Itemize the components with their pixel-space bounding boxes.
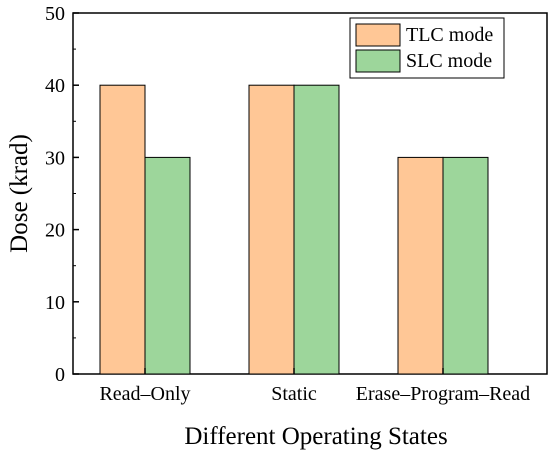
y-tick-label: 30: [45, 147, 65, 169]
bar-slc-0: [144, 156, 191, 375]
legend-swatch-slc: [355, 49, 401, 73]
y-tick-label: 50: [45, 3, 65, 25]
legend: TLC mode SLC mode: [349, 17, 505, 79]
bar-tlc-0: [99, 84, 146, 375]
x-axis-title: Different Operating States: [184, 423, 447, 450]
axes: 0 10 20 30 40 50 Read–Only Static Erase–Program–…: [45, 3, 530, 405]
x-tick-label: Erase–Program–Read: [356, 383, 530, 405]
y-tick-label: 20: [45, 220, 65, 242]
bar-tlc-1: [248, 84, 295, 375]
x-tick-label: Read–Only: [99, 383, 190, 405]
legend-swatch-tlc: [355, 23, 401, 47]
bar-slc-1: [293, 84, 340, 375]
x-tick-label: Static: [271, 383, 317, 405]
legend-label-slc: SLC mode: [406, 50, 492, 72]
bar-tlc-2: [397, 156, 444, 375]
bar-slc-2: [442, 156, 489, 375]
y-tick-label: 0: [55, 364, 65, 386]
y-axis-title: Dose (krad): [6, 134, 33, 253]
y-tick-label: 40: [45, 75, 65, 97]
legend-label-tlc: TLC mode: [406, 24, 493, 46]
y-tick-label: 10: [45, 292, 65, 314]
bars: [99, 84, 489, 375]
